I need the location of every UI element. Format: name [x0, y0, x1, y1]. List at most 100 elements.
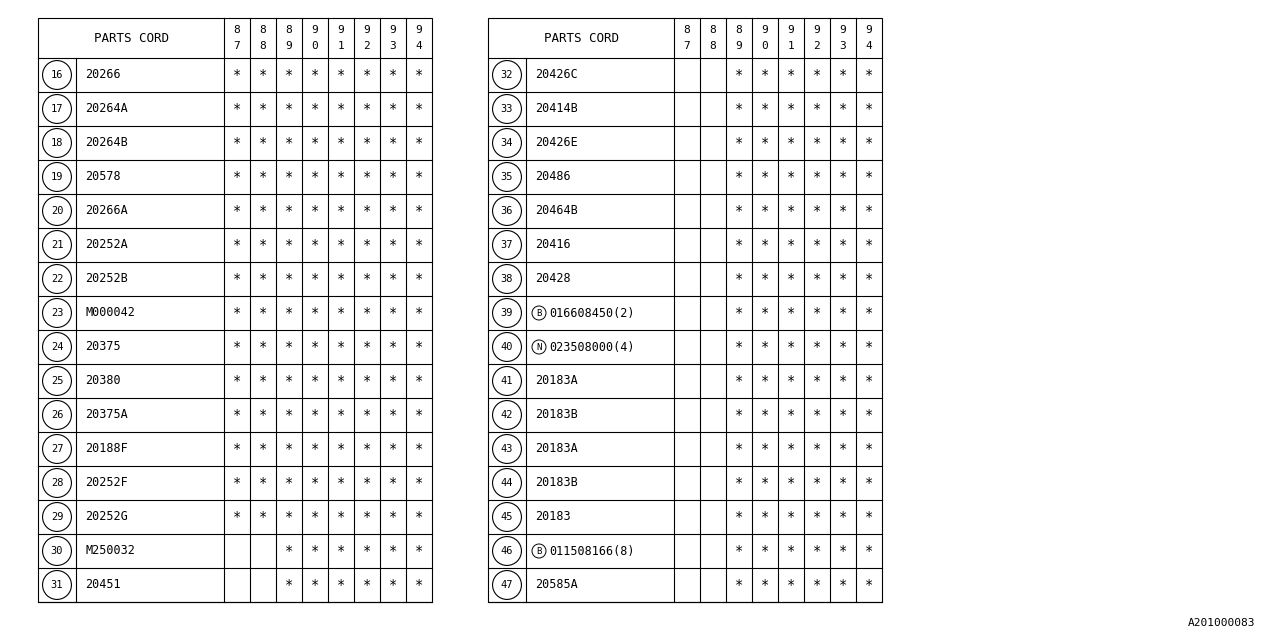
Text: *: * [259, 102, 268, 116]
Text: 20375A: 20375A [84, 408, 128, 422]
Text: *: * [760, 578, 769, 592]
Text: 4: 4 [416, 41, 422, 51]
Text: *: * [389, 340, 397, 354]
Text: *: * [813, 272, 822, 286]
Text: *: * [337, 544, 346, 558]
Text: *: * [233, 238, 241, 252]
Text: *: * [813, 136, 822, 150]
Text: 023508000(4): 023508000(4) [549, 340, 635, 353]
Text: *: * [362, 374, 371, 388]
Text: *: * [259, 306, 268, 320]
Text: *: * [415, 442, 424, 456]
Text: *: * [259, 408, 268, 422]
Text: 34: 34 [500, 138, 513, 148]
Text: *: * [865, 544, 873, 558]
Text: *: * [787, 510, 795, 524]
Text: *: * [735, 340, 744, 354]
Text: 9: 9 [814, 25, 820, 35]
Text: 8: 8 [260, 41, 266, 51]
Text: 9: 9 [311, 25, 319, 35]
Text: *: * [311, 238, 319, 252]
Text: 17: 17 [51, 104, 63, 114]
Text: *: * [813, 476, 822, 490]
Text: B: B [536, 308, 541, 317]
Text: *: * [787, 272, 795, 286]
Text: *: * [415, 204, 424, 218]
Text: *: * [233, 442, 241, 456]
Text: *: * [362, 306, 371, 320]
Text: 19: 19 [51, 172, 63, 182]
Text: *: * [813, 170, 822, 184]
Text: *: * [787, 306, 795, 320]
Text: *: * [813, 578, 822, 592]
Text: *: * [838, 68, 847, 82]
Text: *: * [233, 102, 241, 116]
Text: 9: 9 [762, 25, 768, 35]
Text: *: * [838, 102, 847, 116]
Text: *: * [415, 476, 424, 490]
Text: 44: 44 [500, 478, 513, 488]
Text: *: * [233, 510, 241, 524]
Text: *: * [311, 442, 319, 456]
Text: *: * [415, 340, 424, 354]
Text: *: * [362, 408, 371, 422]
Text: 20451: 20451 [84, 579, 120, 591]
Text: *: * [389, 306, 397, 320]
Text: 20426C: 20426C [535, 68, 577, 81]
Text: *: * [311, 578, 319, 592]
Text: *: * [787, 408, 795, 422]
Text: 36: 36 [500, 206, 513, 216]
Text: *: * [389, 170, 397, 184]
Text: *: * [311, 272, 319, 286]
Text: *: * [389, 136, 397, 150]
Text: *: * [760, 136, 769, 150]
Text: *: * [735, 136, 744, 150]
Text: *: * [760, 102, 769, 116]
Text: *: * [337, 68, 346, 82]
Text: *: * [389, 374, 397, 388]
Text: *: * [760, 476, 769, 490]
Text: 45: 45 [500, 512, 513, 522]
Text: *: * [735, 204, 744, 218]
Text: 9: 9 [416, 25, 422, 35]
Text: 20: 20 [51, 206, 63, 216]
Text: *: * [838, 408, 847, 422]
Text: 9: 9 [736, 41, 742, 51]
Text: *: * [813, 204, 822, 218]
Text: *: * [389, 510, 397, 524]
Text: 20183A: 20183A [535, 374, 577, 387]
Text: *: * [311, 170, 319, 184]
Text: *: * [233, 170, 241, 184]
Text: *: * [838, 510, 847, 524]
Text: *: * [865, 408, 873, 422]
Text: *: * [233, 408, 241, 422]
Text: 42: 42 [500, 410, 513, 420]
Text: PARTS CORD: PARTS CORD [544, 31, 618, 45]
Text: *: * [362, 238, 371, 252]
Text: *: * [285, 204, 293, 218]
Text: *: * [259, 238, 268, 252]
Text: *: * [787, 204, 795, 218]
Text: *: * [362, 204, 371, 218]
Text: *: * [838, 238, 847, 252]
Text: *: * [259, 136, 268, 150]
Text: 2: 2 [814, 41, 820, 51]
Text: 18: 18 [51, 138, 63, 148]
Text: 20426E: 20426E [535, 136, 577, 150]
Text: *: * [362, 544, 371, 558]
Text: PARTS CORD: PARTS CORD [93, 31, 169, 45]
Text: 9: 9 [389, 25, 397, 35]
Text: *: * [760, 374, 769, 388]
Text: *: * [787, 578, 795, 592]
Text: *: * [787, 102, 795, 116]
Text: *: * [865, 476, 873, 490]
Text: *: * [838, 306, 847, 320]
Text: *: * [233, 272, 241, 286]
Text: *: * [362, 136, 371, 150]
Text: *: * [865, 340, 873, 354]
Text: *: * [760, 68, 769, 82]
Text: *: * [787, 340, 795, 354]
Text: 39: 39 [500, 308, 513, 318]
Text: *: * [787, 238, 795, 252]
Text: *: * [311, 408, 319, 422]
